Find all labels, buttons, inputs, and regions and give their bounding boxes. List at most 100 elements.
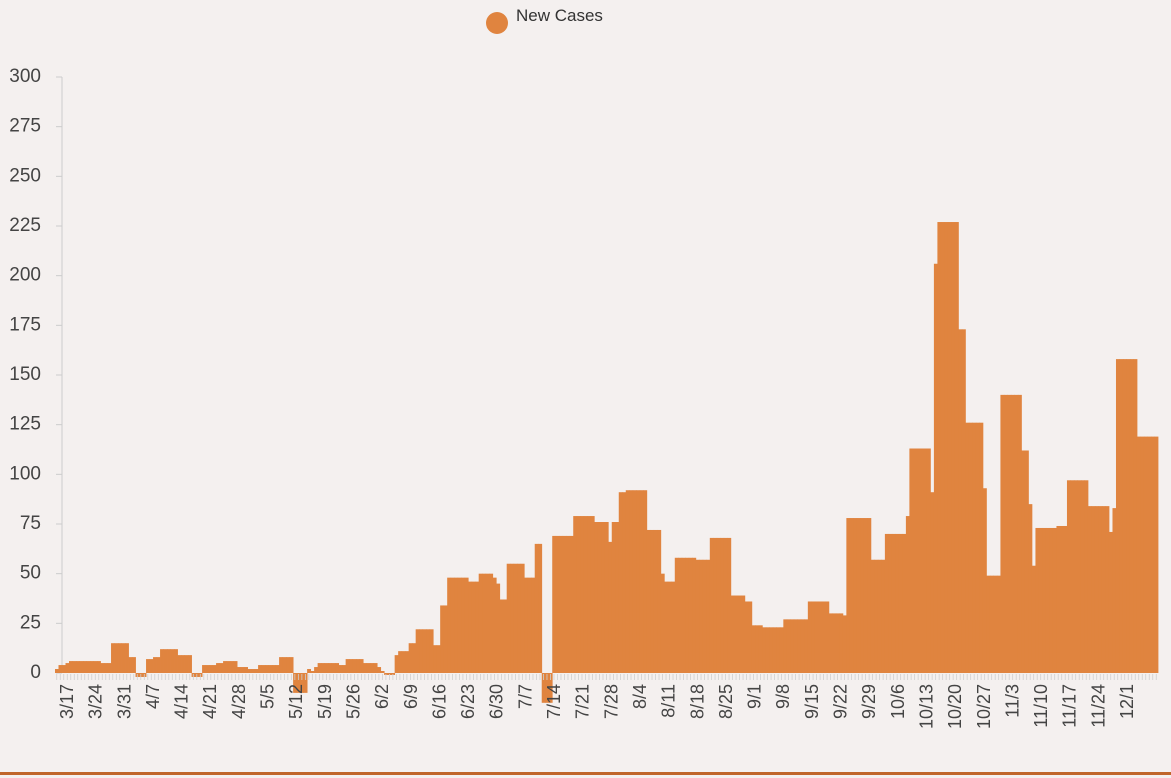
bar-new-cases bbox=[342, 665, 347, 673]
bar-new-cases bbox=[440, 605, 445, 673]
bar-new-cases bbox=[1151, 436, 1155, 673]
bar-new-cases bbox=[979, 422, 984, 673]
bar-new-cases bbox=[279, 657, 283, 673]
bar-new-cases bbox=[447, 577, 452, 673]
bar-new-cases bbox=[265, 665, 269, 673]
bar-new-cases bbox=[125, 643, 129, 673]
bar-new-cases bbox=[569, 535, 574, 673]
bar-new-cases bbox=[517, 563, 522, 673]
bar-new-cases bbox=[405, 651, 410, 673]
bar-new-cases bbox=[1000, 394, 1005, 673]
y-tick-label: 50 bbox=[20, 563, 41, 584]
bar-new-cases bbox=[170, 649, 175, 673]
bar-new-cases bbox=[429, 629, 434, 673]
bar-new-cases bbox=[202, 665, 206, 673]
bar-new-cases bbox=[643, 490, 648, 673]
bar-new-cases bbox=[398, 651, 403, 673]
bar-new-cases bbox=[1094, 506, 1099, 673]
y-tick-label: 0 bbox=[30, 662, 41, 683]
bar-new-cases bbox=[303, 673, 308, 693]
bar-new-cases bbox=[408, 643, 413, 673]
bar-new-cases bbox=[653, 529, 658, 673]
bar-new-cases bbox=[713, 537, 718, 673]
bar-new-cases bbox=[776, 627, 781, 673]
x-tick-label: 11/10 bbox=[1031, 684, 1051, 728]
x-tick-label: 10/6 bbox=[888, 684, 908, 719]
bar-new-cases bbox=[534, 543, 539, 673]
bar-new-cases bbox=[961, 329, 966, 673]
x-tick-label: 6/23 bbox=[458, 684, 478, 719]
bar-new-cases bbox=[132, 657, 136, 673]
bar-new-cases bbox=[566, 535, 571, 673]
bar-new-cases bbox=[471, 581, 476, 673]
bar-new-cases bbox=[394, 655, 399, 673]
bar-new-cases bbox=[811, 601, 816, 673]
bar-new-cases bbox=[685, 557, 690, 673]
bar-new-cases bbox=[149, 659, 154, 673]
x-tick-label: 4/7 bbox=[143, 684, 163, 709]
bar-new-cases bbox=[870, 559, 875, 673]
bar-new-cases bbox=[744, 601, 749, 673]
bar-new-cases bbox=[923, 448, 928, 673]
bar-new-cases bbox=[1045, 527, 1050, 673]
bar-new-cases bbox=[989, 575, 994, 673]
bar-new-cases bbox=[629, 490, 634, 673]
bar-new-cases bbox=[485, 573, 490, 673]
bar-new-cases bbox=[391, 673, 396, 675]
bar-new-cases bbox=[590, 516, 595, 673]
bar-new-cases bbox=[1035, 527, 1040, 673]
bar-new-cases bbox=[688, 557, 693, 673]
bar-new-cases bbox=[632, 490, 637, 673]
bar-new-cases bbox=[366, 663, 371, 673]
bar-new-cases bbox=[492, 577, 497, 673]
bar-new-cases bbox=[426, 629, 431, 673]
y-tick-label: 200 bbox=[9, 265, 41, 286]
bar-new-cases bbox=[384, 673, 389, 675]
bar-new-cases bbox=[1014, 394, 1019, 673]
bar-new-cases bbox=[1059, 525, 1064, 673]
bar-new-cases bbox=[478, 573, 483, 673]
bar-new-cases bbox=[625, 490, 630, 673]
bar-new-cases bbox=[128, 657, 133, 673]
bar-new-cases bbox=[933, 263, 938, 673]
bar-new-cases bbox=[779, 627, 784, 673]
bar-new-cases bbox=[324, 663, 329, 673]
bar-new-cases bbox=[454, 577, 459, 673]
bar-new-cases bbox=[475, 581, 480, 673]
y-axis: 0 25 50 75 100 125 150 175 200 225 250 275 300 bbox=[9, 66, 63, 683]
bar-new-cases bbox=[1028, 504, 1033, 673]
bar-new-cases bbox=[993, 575, 998, 673]
y-tick-label: 125 bbox=[9, 414, 41, 435]
bar-new-cases bbox=[1066, 480, 1071, 673]
bar-new-cases bbox=[261, 665, 266, 673]
bar-new-cases bbox=[559, 535, 564, 673]
bar-new-cases bbox=[72, 661, 77, 673]
bar-new-cases bbox=[891, 533, 896, 673]
bar-new-cases bbox=[1056, 525, 1061, 673]
bar-new-cases bbox=[1080, 480, 1085, 673]
bar-new-cases bbox=[825, 601, 830, 673]
y-tick-label: 150 bbox=[9, 364, 41, 385]
bar-new-cases bbox=[177, 655, 182, 673]
bar-new-cases bbox=[359, 659, 364, 673]
bar-new-cases bbox=[944, 222, 949, 673]
bar-new-cases bbox=[163, 649, 168, 673]
bar-new-cases bbox=[951, 222, 956, 673]
bar-new-cases bbox=[205, 665, 210, 673]
bar-new-cases bbox=[790, 619, 795, 673]
x-tick-label: 11/3 bbox=[1002, 684, 1022, 718]
bar-new-cases bbox=[835, 613, 840, 673]
bar-new-cases bbox=[510, 563, 515, 673]
bar-new-cases bbox=[1140, 436, 1145, 673]
bar-new-cases bbox=[1136, 436, 1141, 673]
bar-new-cases bbox=[1108, 531, 1113, 673]
bar-new-cases bbox=[1073, 480, 1078, 673]
bar-new-cases bbox=[741, 595, 746, 673]
bar-new-cases bbox=[527, 577, 532, 673]
x-tick-label: 3/24 bbox=[86, 684, 106, 719]
bar-new-cases bbox=[545, 673, 550, 703]
bar-new-cases bbox=[716, 537, 721, 673]
x-tick-label: 5/5 bbox=[258, 684, 278, 709]
